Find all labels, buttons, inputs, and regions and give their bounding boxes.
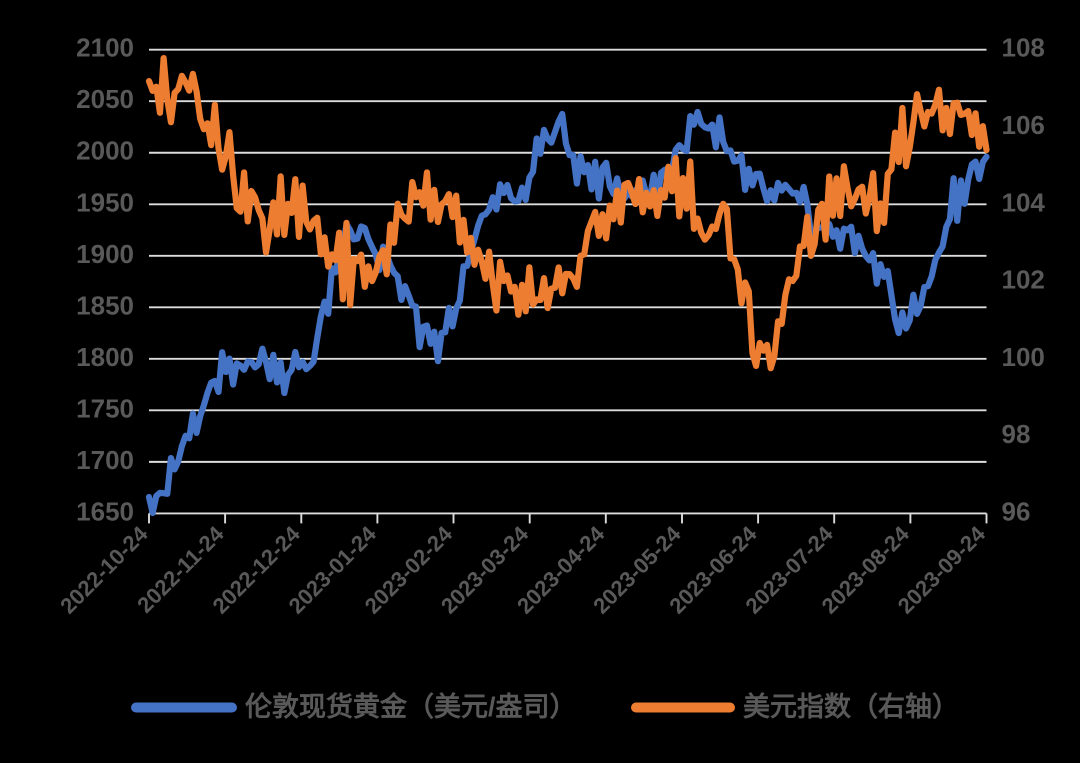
svg-text:108: 108 — [1002, 33, 1045, 63]
svg-text:伦敦现货黄金（美元/盎司）: 伦敦现货黄金（美元/盎司） — [245, 691, 577, 722]
svg-text:2100: 2100 — [76, 33, 134, 63]
svg-text:2000: 2000 — [76, 136, 134, 166]
svg-text:106: 106 — [1002, 110, 1045, 140]
svg-text:1800: 1800 — [76, 342, 134, 372]
svg-text:1900: 1900 — [76, 239, 134, 269]
svg-text:1650: 1650 — [76, 496, 134, 526]
svg-text:1850: 1850 — [76, 290, 134, 320]
svg-text:104: 104 — [1002, 187, 1046, 217]
svg-text:2050: 2050 — [76, 84, 134, 114]
svg-text:100: 100 — [1002, 342, 1045, 372]
svg-text:1950: 1950 — [76, 187, 134, 217]
svg-text:102: 102 — [1002, 265, 1045, 295]
svg-text:美元指数（右轴）: 美元指数（右轴） — [743, 691, 959, 722]
svg-text:98: 98 — [1002, 419, 1031, 449]
svg-text:1700: 1700 — [76, 445, 134, 475]
svg-text:96: 96 — [1002, 496, 1031, 526]
svg-text:1750: 1750 — [76, 393, 134, 423]
